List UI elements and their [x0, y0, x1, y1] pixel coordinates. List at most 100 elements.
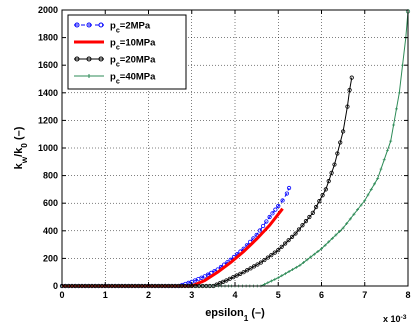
legend-marker [86, 22, 92, 28]
data-point [352, 212, 356, 216]
data-point [303, 219, 309, 224]
data-point [389, 139, 393, 143]
x-tick-label: 2 [146, 290, 151, 300]
y-tick-label: 1000 [38, 143, 58, 153]
data-point [345, 104, 350, 109]
data-point [326, 179, 331, 184]
data-point [241, 270, 246, 275]
data-point [330, 236, 334, 240]
data-point [251, 236, 256, 241]
data-point [296, 227, 302, 232]
data-point [317, 199, 322, 204]
data-point [320, 247, 323, 251]
data-point [276, 276, 280, 280]
data-point [300, 223, 305, 228]
legend-label: pc=2MPa [110, 21, 151, 35]
y-tick-label: 1800 [38, 33, 58, 43]
data-point [397, 91, 401, 95]
data-point [341, 226, 345, 230]
data-point [273, 207, 278, 212]
data-point [359, 203, 363, 207]
y-tick-label: 1200 [38, 115, 58, 125]
x-axis-multiplier: x 10-3 [383, 314, 407, 324]
x-tick-label: 6 [319, 290, 324, 300]
y-axis-label: kw/k0 (–) [13, 126, 29, 169]
data-point [349, 75, 354, 80]
data-point [334, 233, 338, 237]
data-point [401, 63, 405, 67]
data-point [255, 262, 260, 267]
data-point [227, 276, 232, 281]
data-point [251, 264, 257, 269]
data-point [224, 278, 229, 283]
data-point [348, 217, 352, 221]
data-point [269, 252, 274, 258]
data-point [338, 140, 343, 145]
data-point [276, 248, 281, 253]
series-line [62, 187, 290, 287]
legend-marker [87, 74, 91, 78]
y-tick-label: 600 [43, 198, 58, 208]
data-point [293, 231, 298, 236]
data-point [289, 234, 295, 239]
data-point [307, 214, 312, 220]
data-point [258, 260, 264, 265]
legend-entry-4: pc=40MPa [74, 72, 156, 86]
data-point [262, 257, 267, 263]
data-point [356, 208, 360, 212]
data-point [264, 219, 269, 224]
data-point [265, 255, 270, 260]
data-point [327, 240, 331, 244]
data-point [234, 273, 239, 278]
data-point [382, 158, 386, 162]
data-point [309, 255, 313, 259]
data-point [231, 275, 236, 280]
data-point [338, 229, 342, 233]
y-tick-label: 400 [43, 226, 58, 236]
data-point [294, 265, 298, 269]
data-point [323, 187, 328, 192]
x-tick-label: 7 [362, 290, 367, 300]
data-point [270, 211, 275, 216]
data-point [269, 279, 273, 283]
data-point [323, 243, 327, 247]
data-point [335, 151, 340, 156]
data-point [254, 232, 259, 238]
data-point [276, 203, 281, 209]
data-point [363, 198, 367, 202]
data-point [305, 258, 309, 262]
data-point [284, 191, 289, 196]
data-point [280, 274, 284, 278]
data-point [279, 244, 284, 249]
x-tick-label: 4 [232, 290, 237, 300]
data-point [316, 250, 320, 253]
legend-marker [98, 22, 104, 28]
legend-label: pc=20MPa [110, 55, 156, 69]
data-point [345, 221, 349, 225]
data-point [341, 129, 346, 134]
data-point [205, 272, 211, 277]
x-tick-label: 3 [189, 290, 194, 300]
data-point [313, 204, 319, 210]
data-point [312, 252, 316, 256]
axes: 0 1 2 3 4 5 6 7 8 0 200 400 600 800 1000 1200 1400 1600 18… [13, 5, 411, 324]
data-point [385, 148, 389, 152]
legend-box [67, 14, 187, 90]
data-point [287, 270, 291, 274]
data-point [261, 223, 266, 229]
x-tick-label: 8 [405, 290, 410, 300]
data-point [394, 107, 398, 111]
y-tick-label: 800 [43, 171, 58, 181]
data-point [257, 228, 262, 233]
data-point [280, 198, 285, 203]
data-point [248, 266, 253, 271]
data-point [347, 87, 352, 93]
x-tick-label: 0 [59, 290, 64, 300]
data-point [267, 214, 272, 220]
legend-marker [86, 56, 92, 62]
y-tick-label: 1400 [38, 88, 58, 98]
data-point [283, 241, 288, 246]
y-tick-label: 200 [43, 253, 58, 263]
data-point [286, 238, 291, 243]
